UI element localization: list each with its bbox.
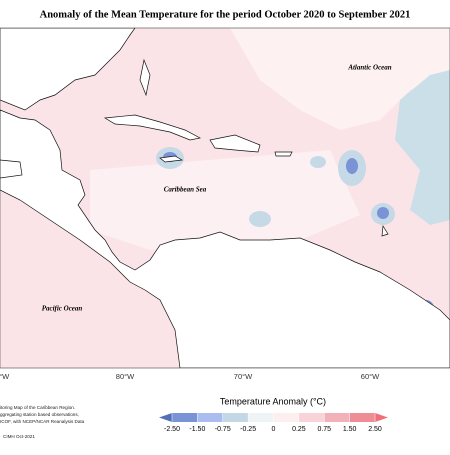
anomaly-zone — [230, 28, 450, 130]
legend: -2.50 -1.50 -0.75 -0.25 0 0.25 0.75 1.50 2.50 — [159, 413, 388, 433]
longitude-label: 80°W — [116, 372, 135, 381]
legend-swatch — [349, 413, 376, 422]
legend-swatch — [324, 413, 350, 422]
anomaly-zone — [90, 150, 360, 250]
anomaly-zone — [395, 70, 450, 225]
ocean-label: Pacific Ocean — [42, 305, 83, 313]
legend-tick-label: -1.50 — [189, 426, 205, 433]
credit: CIMH Oct-2021 — [3, 434, 35, 439]
longitude-label: 90°W — [0, 372, 10, 381]
legend-tick-label: -0.25 — [240, 426, 256, 433]
title: Anomaly of the Mean Temperature for the … — [40, 9, 411, 20]
ocean-label: Caribbean Sea — [164, 186, 207, 194]
ocean-label: Atlantic Ocean — [347, 64, 391, 72]
legend-tick-label: 2.50 — [368, 426, 382, 433]
map-frame — [0, 27, 450, 369]
legend-tick-label: 1.50 — [343, 426, 357, 433]
legend-title: Temperature Anomaly (°C) — [220, 396, 326, 406]
map: Atlantic Ocean Caribbean Sea Pacific Oce… — [0, 28, 450, 368]
footnote-line: ICOF, with NCEP/NCAR Reanalysis Data — [0, 419, 85, 424]
legend-swatch — [222, 413, 249, 422]
land — [0, 28, 450, 368]
legend-swatch — [248, 413, 274, 422]
legend-swatch — [172, 413, 198, 422]
legend-tick-label: -2.50 — [164, 426, 180, 433]
legend-tick-label: 0 — [272, 426, 276, 433]
footnote-line: ggregating station based observations, — [0, 412, 79, 417]
longitude-label: 70°W — [234, 372, 253, 381]
longitude-label: 60°W — [361, 372, 380, 381]
legend-swatch — [298, 413, 325, 422]
legend-swatch — [197, 413, 224, 422]
footnote-line: itoring Map of the Caribbean Region. — [0, 405, 75, 410]
legend-tick-label: 0.25 — [292, 426, 306, 433]
legend-tick-label: 0.75 — [317, 426, 331, 433]
legend-arrow — [159, 413, 172, 422]
legend-arrow — [375, 413, 388, 422]
legend-tick-label: -0.75 — [215, 426, 231, 433]
legend-swatch — [273, 413, 300, 422]
